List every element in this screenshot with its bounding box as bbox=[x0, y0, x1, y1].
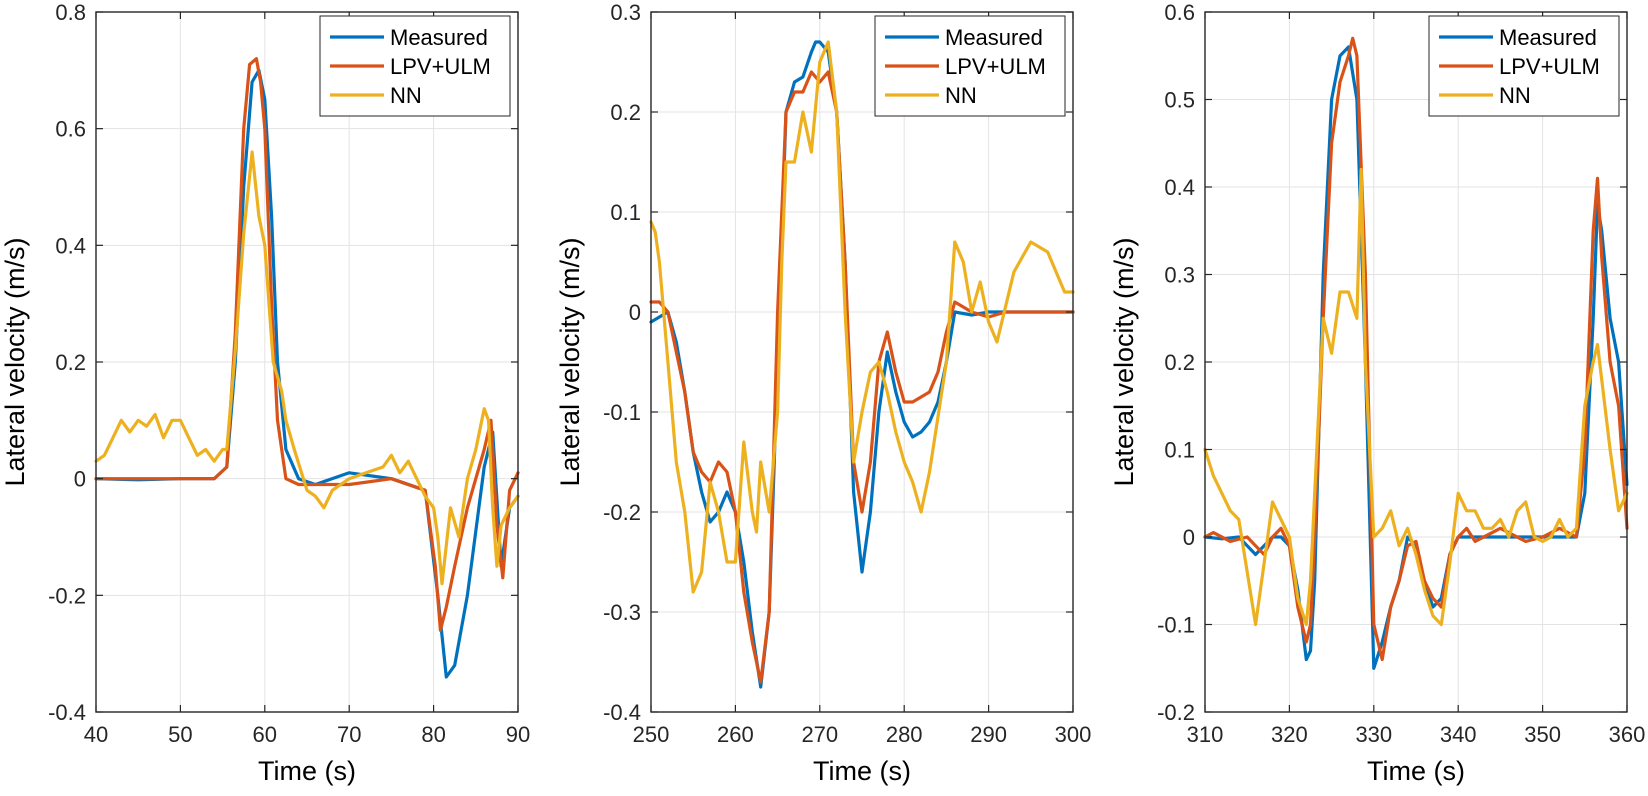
y-tick-label: -0.2 bbox=[603, 500, 641, 525]
y-tick-label: 0.1 bbox=[1164, 438, 1195, 463]
x-tick-label: 50 bbox=[168, 722, 192, 747]
series-lines bbox=[94, 57, 520, 679]
legend-label: NN bbox=[945, 83, 977, 108]
legend: Measured LPV+ULM NN bbox=[1428, 15, 1620, 117]
x-axis-label: Time (s) bbox=[1367, 756, 1465, 786]
x-axis-label: Time (s) bbox=[258, 756, 356, 786]
legend-label: LPV+ULM bbox=[1499, 54, 1600, 79]
x-tick-label: 260 bbox=[717, 722, 754, 747]
x-tick-label: 40 bbox=[84, 722, 108, 747]
y-tick-label: -0.4 bbox=[603, 700, 641, 725]
y-tick-label: 0 bbox=[74, 467, 86, 492]
series-lines bbox=[649, 40, 1075, 689]
axes-box bbox=[650, 11, 1074, 713]
legend-label: LPV+ULM bbox=[945, 54, 1046, 79]
x-tick-label: 280 bbox=[886, 722, 923, 747]
series-line-nn bbox=[94, 150, 520, 586]
x-tick-label: 330 bbox=[1355, 722, 1392, 747]
series-line-measured bbox=[1203, 45, 1629, 670]
y-tick-label: 0 bbox=[629, 300, 641, 325]
y-tick-label: 0.1 bbox=[610, 200, 641, 225]
y-tick-label: -0.1 bbox=[1157, 613, 1195, 638]
x-tick-label: 300 bbox=[1055, 722, 1092, 747]
x-axis-label: Time (s) bbox=[813, 756, 911, 786]
y-axis-label: Lateral velocity (m/s) bbox=[555, 237, 585, 486]
y-tick-label: 0.5 bbox=[1164, 88, 1195, 113]
y-tick-label: 0.2 bbox=[55, 350, 86, 375]
y-axis-label: Lateral velocity (m/s) bbox=[0, 237, 30, 486]
y-tick-label: -0.2 bbox=[48, 583, 86, 608]
plot-area bbox=[651, 12, 1073, 712]
y-tick-label: 0.4 bbox=[1164, 175, 1195, 200]
panel-3: 310 320 330 340 350 360 -0.2 -0.1 0 0.1 0.2 0.3 0.4 0… bbox=[1109, 0, 1645, 786]
legend-label: NN bbox=[1499, 83, 1531, 108]
x-tick-label: 350 bbox=[1524, 722, 1561, 747]
y-tick-label: -0.3 bbox=[603, 600, 641, 625]
legend: Measured LPV+ULM NN bbox=[874, 15, 1066, 117]
legend-label: Measured bbox=[1499, 25, 1597, 50]
x-tick-label: 60 bbox=[253, 722, 277, 747]
x-tick-label: 250 bbox=[633, 722, 670, 747]
series-line-nn bbox=[649, 40, 1075, 594]
x-tick-label: 310 bbox=[1187, 722, 1224, 747]
panel-2: 250 260 270 280 290 300 -0.4 -0.3 -0.2 -0.1 0 0.1 0.… bbox=[555, 0, 1091, 786]
x-tick-label: 320 bbox=[1271, 722, 1308, 747]
x-tick-label: 340 bbox=[1440, 722, 1477, 747]
x-tick-label: 80 bbox=[421, 722, 445, 747]
y-tick-label: 0.6 bbox=[55, 117, 86, 142]
legend-label: Measured bbox=[945, 25, 1043, 50]
y-tick-label: -0.4 bbox=[48, 700, 86, 725]
legend-label: LPV+ULM bbox=[390, 54, 491, 79]
y-tick-label: 0 bbox=[1183, 525, 1195, 550]
y-tick-label: 0.2 bbox=[610, 100, 641, 125]
series-line-nn bbox=[1203, 167, 1629, 627]
y-tick-label: 0.4 bbox=[55, 233, 86, 258]
y-tick-label: 0.8 bbox=[55, 0, 86, 25]
y-tick-label: 0.3 bbox=[610, 0, 641, 25]
y-tick-label: 0.6 bbox=[1164, 0, 1195, 25]
x-tick-label: 270 bbox=[801, 722, 838, 747]
legend-label: NN bbox=[390, 83, 422, 108]
y-tick-label: 0.2 bbox=[1164, 350, 1195, 375]
y-tick-label: -0.1 bbox=[603, 400, 641, 425]
x-tick-label: 290 bbox=[970, 722, 1007, 747]
x-tick-label: 90 bbox=[506, 722, 530, 747]
legend: Measured LPV+ULM NN bbox=[319, 15, 511, 117]
panel-1: 40 50 60 70 80 90 -0.4 -0.2 0 0.2 0.4 0.6 0.8 Time (s… bbox=[0, 0, 530, 786]
y-tick-label: 0.3 bbox=[1164, 263, 1195, 288]
x-tick-label: 70 bbox=[337, 722, 361, 747]
legend-label: Measured bbox=[390, 25, 488, 50]
series-lines bbox=[1203, 36, 1629, 670]
y-axis-label: Lateral velocity (m/s) bbox=[1109, 237, 1139, 486]
y-tick-label: -0.2 bbox=[1157, 700, 1195, 725]
x-tick-label: 360 bbox=[1609, 722, 1646, 747]
